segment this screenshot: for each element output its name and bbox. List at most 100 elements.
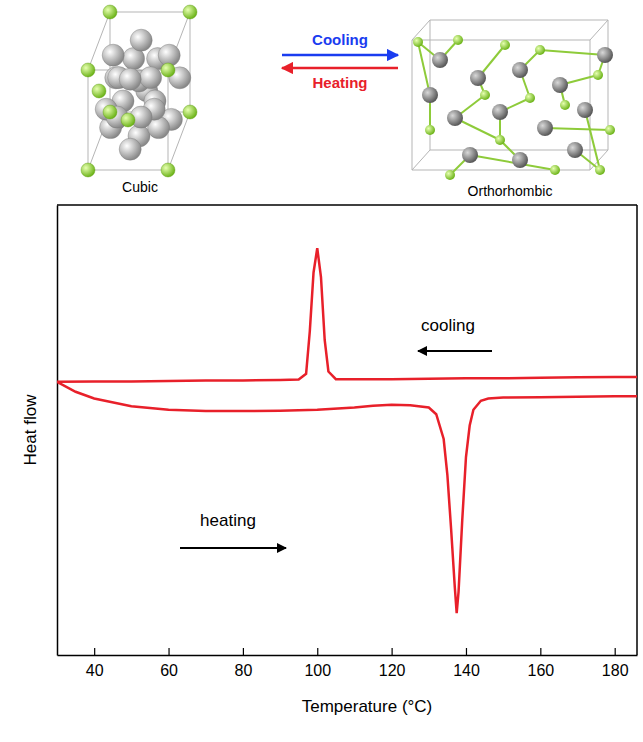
bond <box>545 128 610 130</box>
atom <box>492 104 508 120</box>
atom <box>103 5 117 19</box>
y-axis-title: Heat flow <box>21 394 40 466</box>
atom <box>525 93 535 103</box>
atom <box>158 44 180 66</box>
atom <box>183 105 197 119</box>
atom <box>567 142 583 158</box>
x-tick-mark <box>94 648 95 655</box>
arrow-label: Cooling <box>312 31 368 48</box>
atom <box>512 62 528 78</box>
x-tick: 180 <box>602 648 629 679</box>
cell-edge <box>110 12 190 13</box>
atom <box>130 29 152 51</box>
x-tick-mark <box>317 648 318 655</box>
atom <box>119 138 141 160</box>
x-tick-mark <box>392 648 393 655</box>
x-tick-label: 100 <box>304 662 331 679</box>
y-axis-line <box>57 206 59 656</box>
bond <box>540 50 605 55</box>
x-tick-label: 80 <box>234 662 252 679</box>
atom <box>462 147 478 163</box>
frame <box>636 205 638 655</box>
atom <box>103 105 117 119</box>
x-tick-label: 180 <box>602 662 629 679</box>
atom <box>537 120 553 136</box>
atom <box>552 77 568 93</box>
x-axis-line <box>58 655 638 657</box>
atom <box>119 68 141 90</box>
cell-edge <box>590 20 608 40</box>
atom <box>432 52 448 68</box>
curve-label: cooling <box>421 316 475 335</box>
x-tick-mark <box>243 648 244 655</box>
atom <box>81 163 95 177</box>
x-tick: 120 <box>379 648 406 679</box>
atom <box>413 37 423 47</box>
plot-area <box>57 248 637 613</box>
x-tick: 140 <box>453 648 480 679</box>
atom <box>595 165 605 175</box>
direction-arrow <box>180 547 286 549</box>
atom <box>577 102 593 118</box>
atom <box>161 63 175 77</box>
x-tick: 80 <box>234 648 252 679</box>
x-tick-label: 160 <box>527 662 554 679</box>
atom <box>422 87 438 103</box>
cell-edge <box>190 12 191 112</box>
y-axis <box>57 206 58 656</box>
dsc-curve <box>57 248 637 382</box>
atom <box>453 35 463 45</box>
atom <box>597 47 613 63</box>
atom <box>470 70 486 86</box>
atom <box>535 45 545 55</box>
chart: 40 60 80 100 120 140 160 180 cooling heating Tempe… <box>21 205 638 716</box>
x-axis-title: Temperature (°C) <box>302 697 433 716</box>
atom <box>480 90 490 100</box>
x-tick: 60 <box>160 648 178 679</box>
frame <box>57 204 637 206</box>
atom <box>121 113 135 127</box>
x-tick: 100 <box>304 648 331 679</box>
atom <box>425 125 435 135</box>
x-tick-mark <box>615 648 616 655</box>
cell-edge <box>412 20 430 40</box>
arrow-label: Heating <box>312 74 367 91</box>
atom <box>140 67 162 89</box>
atom <box>447 110 463 126</box>
cell-edge <box>412 40 413 170</box>
x-tick: 160 <box>527 648 554 679</box>
cell-edge <box>88 70 89 170</box>
atom <box>495 135 505 145</box>
x-tick-mark <box>168 648 169 655</box>
atom <box>95 98 117 120</box>
transition-arrow <box>282 67 398 70</box>
direction-arrow <box>418 350 492 352</box>
x-tick-label: 60 <box>160 662 178 679</box>
atom <box>183 5 197 19</box>
cell-edge <box>412 170 590 171</box>
dsc-curve <box>57 382 637 613</box>
atom <box>445 170 455 180</box>
atom <box>605 125 615 135</box>
curve-label: heating <box>200 511 256 530</box>
structure-diagram: CubicOrthorhombicCoolingHeating <box>81 5 615 199</box>
figure: CubicOrthorhombicCoolingHeating406080100… <box>0 0 643 742</box>
x-axis: 40 60 80 100 120 140 160 180 <box>58 648 638 679</box>
atom <box>161 163 175 177</box>
x-tick-mark <box>466 648 467 655</box>
cell-edge <box>412 150 430 170</box>
atom <box>593 70 603 80</box>
atom <box>81 63 95 77</box>
x-tick-label: 120 <box>379 662 406 679</box>
cell-edge <box>88 170 168 171</box>
atom <box>92 84 106 98</box>
cell-edge <box>430 20 608 21</box>
orthorhombic-cell <box>412 20 615 180</box>
atom <box>102 44 124 66</box>
transition-arrow <box>282 54 398 57</box>
bond <box>418 42 430 95</box>
atom <box>550 165 560 175</box>
atom <box>500 40 510 50</box>
cubic-cell <box>81 5 197 177</box>
x-tick: 40 <box>86 648 104 679</box>
